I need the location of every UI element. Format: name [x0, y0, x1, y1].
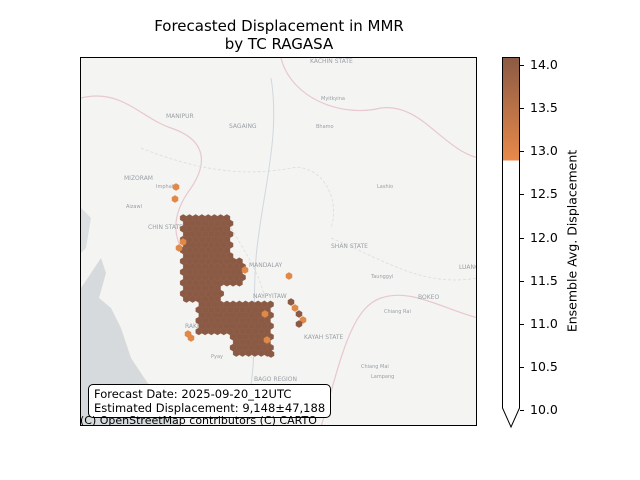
colorbar-gradient — [502, 57, 520, 161]
map-place-label: CHIN STATE — [148, 224, 183, 231]
map-place-label: BOKEO — [418, 294, 439, 301]
displacement-hex — [295, 310, 303, 318]
map-place-label: BAGO REGION — [254, 376, 297, 383]
bay-of-bengal — [81, 258, 180, 425]
river — [241, 77, 275, 425]
map-place-label: Chiang Mai — [361, 364, 389, 370]
displacement-hex — [287, 298, 295, 306]
colorbar — [502, 57, 520, 429]
colorbar-outline — [502, 57, 520, 429]
colorbar-tick-label: 12.0 — [530, 229, 558, 245]
estimated-displacement: Estimated Displacement: 9,148±47,188 — [94, 401, 326, 415]
colorbar-tick-mark — [520, 366, 524, 368]
colorbar-tick-label: 12.5 — [530, 186, 558, 202]
forecast-date: Forecast Date: 2025-09-20_12UTC — [94, 387, 292, 401]
displacement-hex — [291, 304, 299, 312]
map-attribution: (C) OpenStreetMap contributors (C) CARTO — [80, 414, 317, 427]
map-place-label: Pyay — [211, 354, 223, 360]
colorbar-label: Ensemble Avg. Displacement — [564, 149, 580, 333]
colorbar-tick-label: 11.0 — [530, 315, 558, 331]
sea-left-strip — [81, 208, 91, 253]
map-place-label: Chiang Rai — [384, 309, 411, 315]
map-place-label: Myitkyina — [321, 96, 345, 102]
displacement-hex — [171, 195, 179, 203]
map-place-label: RAKHINE — [185, 323, 212, 330]
map-place-label: Taunggyi — [370, 274, 393, 280]
colorbar-tick-label: 14.0 — [530, 57, 558, 72]
map-place-label: SAGAING — [229, 123, 257, 130]
map-place-label: NAYPYITAW — [253, 293, 287, 300]
map-place-label: Lashio — [377, 184, 393, 190]
map-place-label: MANDALAY — [249, 262, 283, 269]
displacement-hex — [267, 350, 275, 358]
map-panel[interactable]: KACHIN STATE SAGAING MANIPUR MIZORAM CHIN ST… — [80, 57, 477, 426]
map-place-label: Lampang — [371, 374, 394, 380]
displacement-hex — [263, 336, 271, 344]
colorbar-tick-mark — [520, 65, 524, 66]
map-place-label: SHAN STATE — [331, 243, 368, 250]
colorbar-tick-mark — [520, 323, 524, 325]
colorbar-tick-label: 13.5 — [530, 100, 558, 116]
displacement-hex — [187, 334, 195, 342]
map-place-label: Aizawl — [126, 204, 142, 210]
map-place-label: KACHIN STATE — [310, 58, 353, 65]
colorbar-tick-mark — [520, 151, 524, 153]
colorbar-tick-mark — [520, 237, 524, 239]
displacement-hex — [261, 310, 269, 318]
forecast-info-box: Forecast Date: 2025-09-20_12UTC Estimate… — [88, 384, 332, 418]
colorbar-tick-label: 13.0 — [530, 143, 558, 159]
displacement-hex — [241, 266, 249, 274]
displacement-hex — [285, 272, 293, 280]
colorbar-tick-mark — [520, 410, 524, 411]
colorbar-tick-mark — [520, 280, 524, 282]
displacement-hex — [172, 183, 180, 191]
displacement-hex — [236, 279, 243, 287]
map-place-label: MIZORAM — [124, 175, 153, 182]
colorbar-tick-label: 10.0 — [530, 402, 558, 417]
map-place-label: LUANG — [459, 264, 477, 271]
map-place-label: MANIPUR — [166, 113, 194, 120]
colorbar-tick-label: 10.5 — [530, 358, 558, 374]
colorbar-tick-mark — [520, 194, 524, 196]
displacement-hex — [179, 238, 187, 246]
displacement-hex — [175, 244, 183, 252]
chart-title: Forecasted Displacement in MMR by TC RAG… — [80, 17, 478, 53]
title-line-2: by TC RAGASA — [224, 35, 334, 53]
map-place-label: KAYAH STATE — [304, 334, 344, 341]
colorbar-tick-mark — [520, 108, 524, 110]
title-line-1: Forecasted Displacement in MMR — [154, 17, 404, 35]
basemap: KACHIN STATE SAGAING MANIPUR MIZORAM CHIN ST… — [81, 58, 477, 425]
map-place-label: Imphal — [156, 184, 173, 190]
displacement-hex — [295, 320, 303, 328]
colorbar-tick-label: 11.5 — [530, 272, 558, 288]
map-place-label: Bhamo — [316, 124, 334, 130]
country-border — [81, 58, 476, 425]
